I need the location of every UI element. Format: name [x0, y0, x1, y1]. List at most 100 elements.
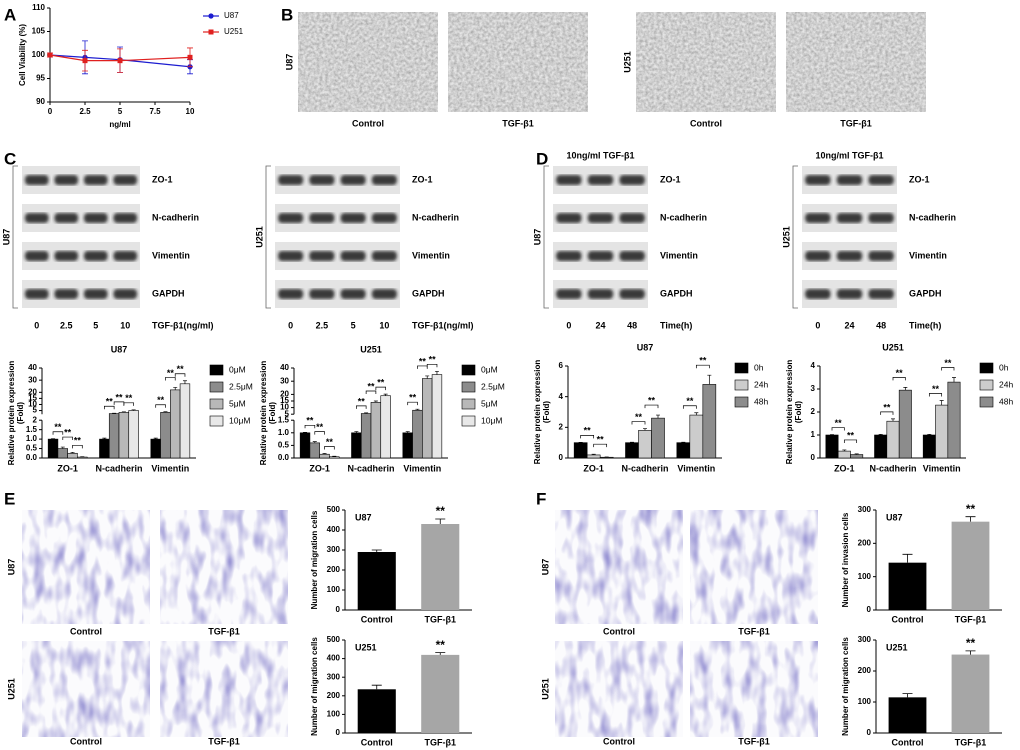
bar	[825, 434, 839, 459]
y-axis-label: (Fold)	[794, 401, 803, 424]
legend-label: 5μM	[481, 398, 498, 408]
legend-swatch	[209, 415, 224, 427]
y-tick-label: 30	[28, 375, 37, 384]
blot-band	[309, 213, 335, 223]
error-bar	[102, 437, 107, 440]
x-tick-label: 10	[186, 107, 195, 116]
y-tick-label: 95	[36, 74, 45, 83]
error-bar	[60, 446, 65, 449]
micrograph-texture	[786, 12, 926, 112]
bar	[638, 430, 652, 459]
bar	[898, 389, 912, 459]
protein-label: N-cadherin	[909, 212, 956, 222]
bar	[888, 697, 927, 733]
x-tick-label: ZO-1	[583, 463, 604, 473]
cell-label: U251	[540, 678, 550, 700]
blot-band	[868, 175, 894, 185]
bar	[370, 402, 382, 459]
sig-bracket	[155, 404, 166, 408]
y-axis-label: Relative protein expression	[533, 360, 542, 465]
legend-label: 2.5μM	[481, 381, 505, 391]
x-tick-label: ZO-1	[834, 463, 855, 473]
cell-label: U87	[540, 559, 550, 576]
x-tick-label: Control	[892, 614, 924, 624]
y-tick-label: 2	[811, 407, 816, 416]
blot-band	[371, 213, 397, 223]
micrograph-texture	[690, 641, 818, 737]
protein-label: N-cadherin	[412, 212, 459, 222]
legend-label: 24h	[999, 379, 1013, 389]
x-tick-label: ZO-1	[57, 463, 78, 473]
error-bar	[965, 650, 976, 655]
blot-band	[278, 289, 304, 299]
error-bar	[364, 412, 369, 414]
micrograph-texture	[555, 641, 683, 737]
y-tick-label: 6	[559, 361, 564, 370]
legend-swatch	[461, 398, 476, 410]
bar	[886, 420, 900, 459]
cell-bracket	[265, 165, 271, 309]
bar	[170, 389, 181, 459]
condition-label: Control	[603, 736, 635, 746]
condition-label: TGF-β1	[738, 626, 770, 636]
chart-title: U87	[637, 342, 654, 352]
micrograph-texture	[160, 510, 288, 624]
blot-band	[587, 251, 614, 261]
sig-bracket	[62, 436, 73, 441]
condition-label: Control	[603, 626, 635, 636]
error-bar	[405, 431, 410, 433]
y-tick-label: 5	[33, 406, 38, 415]
blot-band	[587, 289, 614, 299]
cell-label: U87	[284, 54, 294, 71]
blot-band	[309, 175, 335, 185]
sig-label: **	[409, 393, 417, 403]
blot-band	[805, 213, 831, 223]
bar	[586, 454, 601, 459]
y-tick-label: 1.5	[26, 425, 38, 434]
chart-title: U251	[886, 642, 908, 652]
x-tick-label: 2.5	[79, 107, 91, 116]
legend-swatch	[979, 362, 994, 374]
legend-swatch	[461, 364, 476, 376]
protein-label: ZO-1	[152, 174, 173, 184]
sig-label: **	[125, 393, 133, 403]
chart-title: U251	[355, 642, 377, 652]
panel-label: C	[4, 149, 16, 168]
protein-label: GAPDH	[412, 288, 445, 298]
error-bar	[707, 374, 712, 385]
x-tick-label: TGF-β1	[955, 737, 987, 747]
blot-band	[371, 289, 397, 299]
legend-label: 0μM	[481, 364, 498, 374]
sig-label: **	[847, 430, 855, 440]
protein-label: GAPDH	[909, 288, 942, 298]
error-bar	[322, 453, 327, 455]
sig-bracket	[928, 393, 943, 397]
error-bar	[70, 451, 75, 454]
blot-band	[340, 213, 366, 223]
x-tick-label: TGF-β1	[425, 614, 457, 624]
error-bar	[435, 518, 446, 524]
series-line	[49, 54, 191, 68]
x-tick-label: Control	[892, 737, 924, 747]
legend-swatch	[979, 396, 994, 408]
y-axis-label: Relative protein expression	[7, 361, 16, 466]
lane-axis-label: TGF-β1(ng/ml)	[412, 320, 473, 330]
error-bar	[434, 370, 439, 375]
legend-marker	[208, 13, 214, 19]
y-axis-label: (Fold)	[16, 402, 25, 425]
y-tick-label: 0	[559, 453, 564, 462]
sig-label: **	[157, 395, 165, 405]
lane-label: 48	[876, 320, 886, 330]
condition-label: TGF-β1	[502, 118, 534, 128]
error-bar	[173, 387, 178, 390]
y-tick-label: 5	[285, 409, 290, 418]
sig-bracket	[304, 424, 316, 429]
y-tick-label: 0	[867, 728, 872, 737]
y-tick-label: 20	[280, 390, 289, 399]
legend-swatch	[461, 415, 476, 427]
blot-band	[113, 251, 138, 261]
panel-label: E	[4, 489, 15, 508]
x-tick-label: Vimentin	[151, 463, 189, 473]
y-axis-label: Number of invasion cells	[841, 512, 850, 607]
sig-label: **	[944, 358, 952, 368]
